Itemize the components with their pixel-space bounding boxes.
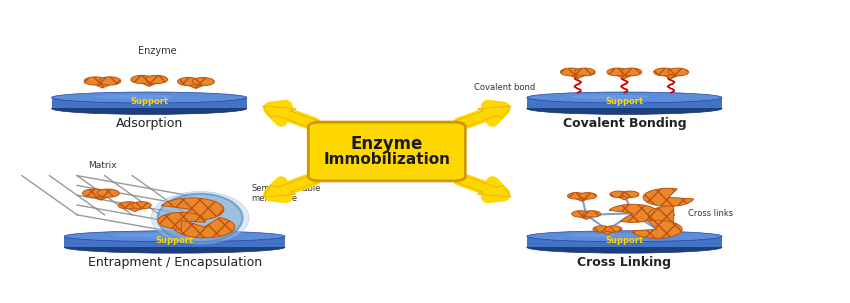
Polygon shape: [65, 236, 285, 247]
Ellipse shape: [192, 78, 214, 85]
Ellipse shape: [607, 68, 627, 76]
Ellipse shape: [527, 103, 722, 115]
Polygon shape: [162, 198, 224, 221]
Ellipse shape: [575, 68, 595, 76]
Ellipse shape: [118, 202, 138, 209]
Ellipse shape: [527, 241, 722, 253]
Polygon shape: [613, 195, 636, 200]
Ellipse shape: [568, 193, 585, 199]
Polygon shape: [609, 204, 658, 222]
FancyArrow shape: [450, 175, 511, 197]
Text: Support: Support: [605, 236, 643, 245]
Text: Enzyme: Enzyme: [139, 46, 177, 56]
Ellipse shape: [668, 68, 688, 76]
Ellipse shape: [52, 103, 246, 115]
Ellipse shape: [65, 241, 285, 253]
FancyBboxPatch shape: [309, 122, 465, 181]
Polygon shape: [134, 80, 164, 86]
Ellipse shape: [621, 191, 639, 198]
Polygon shape: [173, 218, 235, 238]
Text: Cross Linking: Cross Linking: [577, 255, 672, 268]
Ellipse shape: [593, 226, 610, 232]
Ellipse shape: [97, 189, 119, 197]
Polygon shape: [657, 73, 685, 78]
Ellipse shape: [95, 95, 173, 99]
Polygon shape: [86, 194, 116, 200]
Ellipse shape: [579, 193, 597, 199]
Text: Support: Support: [130, 97, 168, 106]
Polygon shape: [527, 236, 722, 247]
Polygon shape: [575, 215, 598, 219]
Ellipse shape: [178, 78, 199, 86]
Text: Cross links: Cross links: [688, 209, 734, 218]
Ellipse shape: [583, 211, 601, 217]
Ellipse shape: [84, 77, 106, 85]
Text: Matrix: Matrix: [88, 161, 116, 170]
Polygon shape: [610, 73, 638, 78]
Ellipse shape: [572, 211, 589, 217]
Ellipse shape: [158, 194, 242, 242]
Ellipse shape: [132, 202, 151, 209]
Polygon shape: [649, 206, 674, 224]
Polygon shape: [643, 188, 694, 206]
Ellipse shape: [654, 68, 674, 76]
Ellipse shape: [604, 226, 622, 232]
Text: Adsorption: Adsorption: [116, 117, 183, 130]
FancyArrow shape: [450, 106, 511, 128]
Text: Semi-permeable
membrane: Semi-permeable membrane: [251, 184, 320, 203]
Polygon shape: [570, 196, 594, 201]
Polygon shape: [596, 230, 619, 235]
FancyArrow shape: [263, 106, 323, 128]
Text: Covalent Bonding: Covalent Bonding: [563, 117, 686, 130]
Polygon shape: [527, 98, 722, 108]
Polygon shape: [632, 220, 682, 238]
Ellipse shape: [145, 75, 167, 84]
FancyArrow shape: [263, 175, 323, 197]
Ellipse shape: [99, 77, 121, 85]
Text: Covalent bond: Covalent bond: [474, 83, 536, 92]
Ellipse shape: [131, 75, 153, 84]
Text: Immobilization: Immobilization: [323, 152, 450, 168]
Ellipse shape: [527, 92, 722, 103]
Ellipse shape: [527, 231, 722, 242]
Polygon shape: [564, 73, 592, 78]
Ellipse shape: [610, 191, 627, 198]
Polygon shape: [52, 98, 246, 108]
Text: Support: Support: [605, 97, 643, 106]
Ellipse shape: [621, 68, 642, 76]
Polygon shape: [122, 206, 148, 211]
Ellipse shape: [560, 68, 581, 76]
Ellipse shape: [65, 231, 285, 242]
Ellipse shape: [570, 233, 649, 238]
Polygon shape: [181, 82, 211, 88]
Text: Enzyme: Enzyme: [350, 135, 423, 153]
Ellipse shape: [114, 233, 202, 238]
Text: Entrapment / Encapsulation: Entrapment / Encapsulation: [88, 255, 262, 268]
Ellipse shape: [151, 191, 249, 244]
Polygon shape: [88, 82, 117, 88]
Ellipse shape: [82, 189, 105, 197]
Ellipse shape: [52, 92, 246, 103]
Ellipse shape: [570, 95, 649, 99]
Text: Support: Support: [156, 236, 194, 245]
Polygon shape: [158, 212, 205, 229]
